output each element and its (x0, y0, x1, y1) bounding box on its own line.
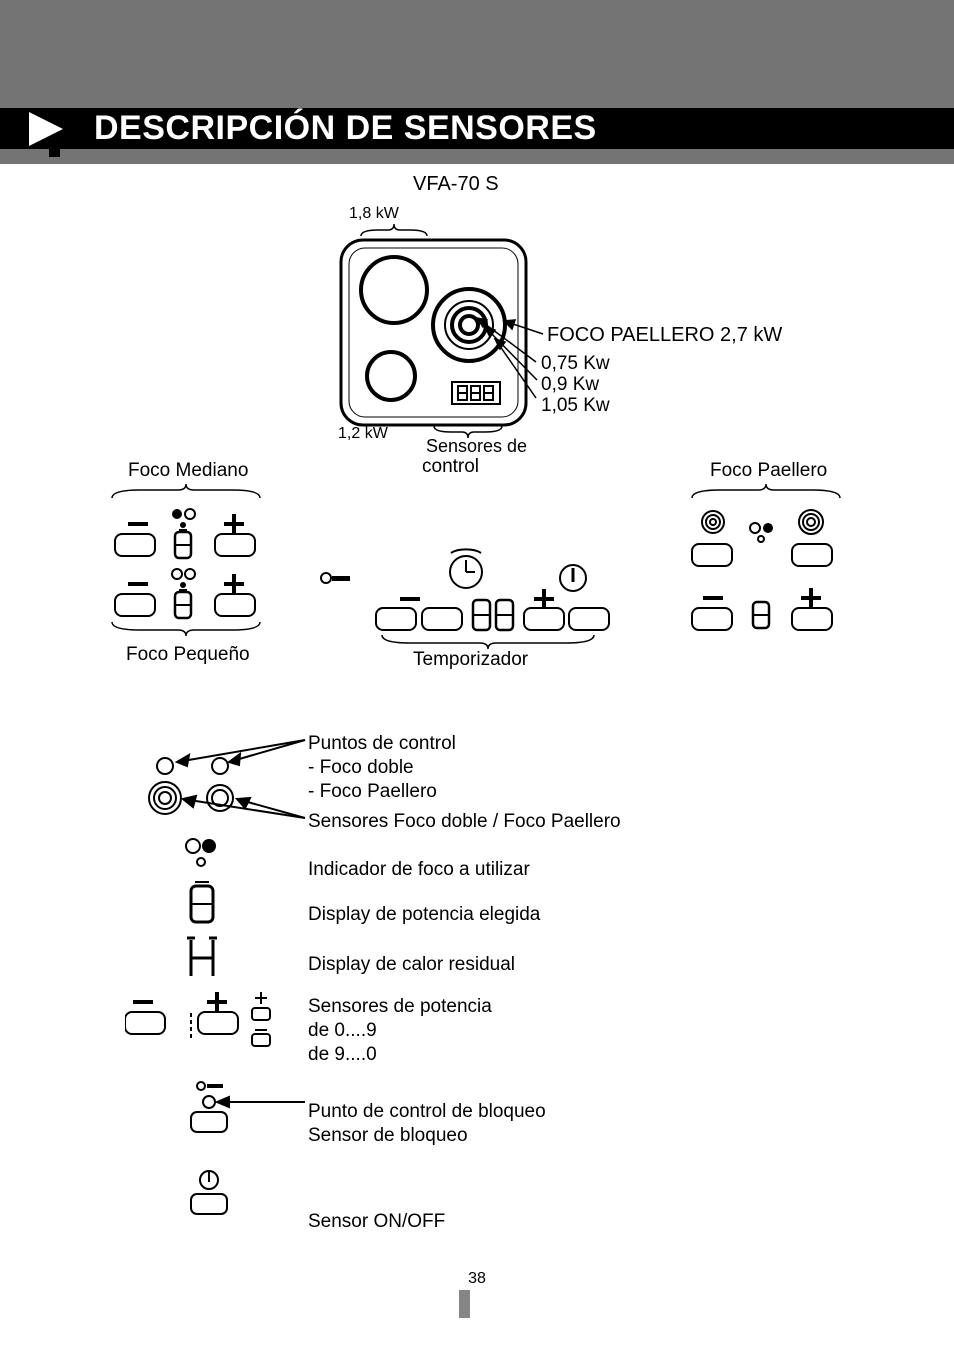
kw1-label: 0,75 Kw (541, 353, 610, 374)
mediano-label: Foco Mediano (128, 460, 248, 481)
legend-l8c: de 9....0 (308, 1043, 377, 1067)
header-triangle-icon (29, 112, 63, 146)
legend-l2: - Foco doble (308, 756, 414, 780)
legend-l3: - Foco Paellero (308, 780, 437, 804)
sensores-control-1: Sensores de (426, 436, 527, 454)
page-number: 38 (0, 1270, 954, 1288)
model-number: VFA-70 S (413, 173, 499, 196)
header-gray-top (0, 0, 954, 108)
legend-l7: Display de calor residual (308, 953, 515, 977)
paellero-panel-label: Foco Paellero (710, 460, 827, 481)
kw-top-label: 1,8 kW (349, 205, 400, 222)
legend-l9a: Punto de control de bloqueo (308, 1100, 546, 1124)
legend-l4: Sensores Foco doble / Foco Paellero (308, 810, 621, 834)
temporizador-label: Temporizador (413, 649, 529, 670)
manual-page: DESCRIPCIÓN DE SENSORES VFA-70 S (0, 0, 954, 1349)
legend-l6: Display de potencia elegida (308, 903, 540, 927)
legend-l8b: de 0....9 (308, 1019, 377, 1043)
control-panels: Foco Mediano (100, 460, 880, 720)
kw-bottom-label: 1,2 kW (338, 425, 389, 442)
pequeno-label: Foco Pequeño (126, 644, 250, 665)
legend-l9b: Sensor de bloqueo (308, 1124, 468, 1148)
page-title: DESCRIPCIÓN DE SENSORES (94, 109, 597, 148)
kw3-label: 1,05 Kw (541, 395, 610, 416)
legend-l10: Sensor ON/OFF (308, 1210, 445, 1234)
header-gray-bottom (0, 149, 954, 164)
cooktop-diagram: 1,8 kW 1,2 kW FOCO PAELLERO 2,7 kW 0,75 … (336, 204, 896, 454)
legend-l8a: Sensores de potencia (308, 995, 492, 1019)
kw2-label: 0,9 Kw (541, 374, 599, 395)
legend-l1: Puntos de control (308, 732, 456, 756)
paellero-kw-label: FOCO PAELLERO 2,7 kW (547, 324, 782, 346)
footer-tab (459, 1290, 470, 1318)
legend-l5: Indicador de foco a utilizar (308, 858, 530, 882)
legend-icons (125, 722, 325, 1252)
